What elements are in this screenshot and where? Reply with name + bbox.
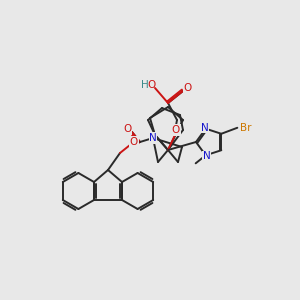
Text: O: O [148, 80, 156, 90]
Text: O: O [184, 83, 192, 93]
Text: O: O [123, 124, 131, 134]
Text: O: O [172, 125, 180, 135]
Text: Br: Br [240, 123, 251, 133]
Text: O: O [130, 137, 138, 147]
Text: N: N [203, 151, 211, 161]
Text: N: N [149, 133, 157, 143]
Text: N: N [201, 123, 208, 133]
Text: H: H [141, 80, 149, 90]
